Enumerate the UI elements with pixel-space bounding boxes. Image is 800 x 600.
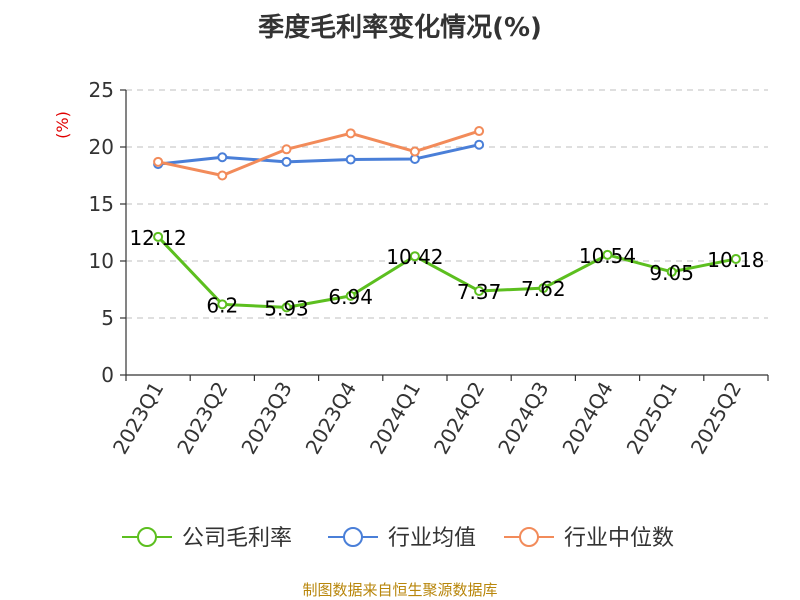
x-tick-label: 2025Q1 <box>622 378 682 459</box>
y-tick-label: 10 <box>89 249 114 273</box>
series-2 <box>153 126 485 181</box>
data-point <box>153 231 164 242</box>
data-point <box>474 285 485 296</box>
legend-item: 公司毛利率 <box>122 526 292 551</box>
data-point <box>730 253 741 264</box>
legend-item: 行业均值 <box>328 526 476 551</box>
data-point <box>281 144 292 155</box>
data-point <box>281 302 292 313</box>
data-point <box>345 128 356 139</box>
data-point <box>345 154 356 165</box>
x-tick-label: 2023Q1 <box>108 378 168 459</box>
gridlines <box>126 89 768 319</box>
x-tick-label: 2023Q2 <box>172 378 232 459</box>
data-label: 12.12 <box>129 226 186 250</box>
data-label: 5.93 <box>264 296 309 320</box>
data-point <box>217 299 228 310</box>
series-line <box>157 129 480 177</box>
data-point <box>602 249 613 260</box>
y-tick-label: 0 <box>101 363 114 387</box>
series-layer <box>153 126 741 313</box>
source-note: 制图数据来自恒生聚源数据库 <box>302 581 497 599</box>
data-point <box>538 283 549 294</box>
y-axis-label: (%) <box>53 111 72 139</box>
data-label: 9.05 <box>649 261 694 285</box>
legend-item: 行业中位数 <box>504 526 674 551</box>
data-label: 7.37 <box>457 280 502 304</box>
legend: 公司毛利率 行业均值 行业中位数 <box>122 526 674 551</box>
data-point <box>217 152 228 163</box>
data-point <box>474 139 485 150</box>
legend-marker <box>343 527 363 547</box>
data-point <box>409 146 420 157</box>
series-line <box>157 143 480 166</box>
x-tick-label: 2024Q2 <box>429 377 489 458</box>
x-tick-label: 2024Q3 <box>493 378 553 459</box>
legend-marker <box>519 527 539 547</box>
data-labels: 12.12 6.2 5.93 6.94 10.42 7.37 7.62 10.54 9.05 10… <box>129 226 764 321</box>
y-tick-label: 25 <box>89 78 114 102</box>
data-point <box>217 170 228 181</box>
data-point <box>153 156 164 167</box>
series-line <box>157 235 737 309</box>
x-tick-label: 2023Q3 <box>236 378 296 459</box>
legend-label: 公司毛利率 <box>182 526 292 551</box>
data-label: 10.42 <box>386 245 443 269</box>
data-point <box>666 266 677 277</box>
series-0 <box>153 231 741 313</box>
data-label: 6.2 <box>206 293 238 317</box>
data-point <box>345 290 356 301</box>
x-tick-label: 2024Q1 <box>365 378 425 459</box>
legend-label: 行业均值 <box>388 526 476 551</box>
data-label: 7.62 <box>521 277 566 301</box>
data-label: 10.18 <box>707 248 764 272</box>
x-tick-label: 2025Q2 <box>686 378 746 459</box>
chart-title: 季度毛利率变化情况(%) <box>258 12 542 43</box>
data-point <box>474 126 485 137</box>
y-tick-label: 5 <box>101 306 114 330</box>
x-tick-label: 2023Q4 <box>301 378 361 459</box>
y-tick-label: 15 <box>89 192 114 216</box>
data-label: 10.54 <box>579 244 636 268</box>
legend-label: 行业中位数 <box>564 526 674 551</box>
data-label: 6.94 <box>328 285 373 309</box>
legend-marker <box>137 527 157 547</box>
x-tick-label: 2024Q4 <box>557 378 617 459</box>
data-point <box>409 251 420 262</box>
data-point <box>281 156 292 167</box>
y-tick-label: 20 <box>89 135 114 159</box>
